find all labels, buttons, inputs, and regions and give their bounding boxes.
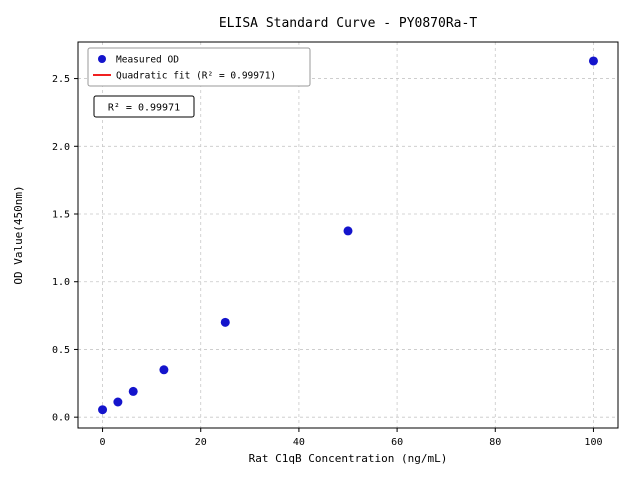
y-tick-label: 2.5 bbox=[52, 74, 70, 85]
x-tick-label: 40 bbox=[293, 437, 305, 448]
y-tick-label: 2.0 bbox=[52, 142, 70, 153]
measured-od-point bbox=[220, 317, 230, 327]
measured-od-point bbox=[588, 56, 598, 66]
r-squared-box bbox=[93, 95, 195, 118]
y-axis-label: OD Value(450nm) bbox=[12, 185, 25, 284]
legend-label-measured-od: Measured OD bbox=[116, 55, 179, 66]
chart-title: ELISA Standard Curve - PY0870Ra-T bbox=[219, 16, 477, 31]
measured-od-point bbox=[159, 365, 169, 375]
x-tick-label: 0 bbox=[100, 437, 106, 448]
measured-od-point bbox=[343, 226, 353, 236]
x-tick-label: 100 bbox=[584, 437, 602, 448]
y-tick-label: 0.0 bbox=[52, 413, 70, 424]
x-axis-label: Rat C1qB Concentration (ng/mL) bbox=[249, 452, 448, 465]
measured-od-point bbox=[98, 405, 108, 415]
y-tick-label: 1.5 bbox=[52, 210, 70, 221]
legend bbox=[87, 47, 311, 87]
legend-box bbox=[87, 47, 311, 87]
x-tick-label: 20 bbox=[195, 437, 207, 448]
legend-dot-marker bbox=[98, 55, 106, 63]
y-tick-label: 1.0 bbox=[52, 277, 70, 288]
legend-label-quadratic-fit: Quadratic fit (R² = 0.99971) bbox=[116, 71, 276, 82]
x-tick-label: 60 bbox=[391, 437, 403, 448]
y-tick-label: 0.5 bbox=[52, 345, 70, 356]
measured-od-point bbox=[113, 397, 123, 407]
x-tick-label: 80 bbox=[489, 437, 501, 448]
r-squared-text: R² = 0.99971 bbox=[108, 103, 180, 114]
plot-border bbox=[77, 41, 619, 429]
measured-od-point bbox=[128, 386, 138, 396]
